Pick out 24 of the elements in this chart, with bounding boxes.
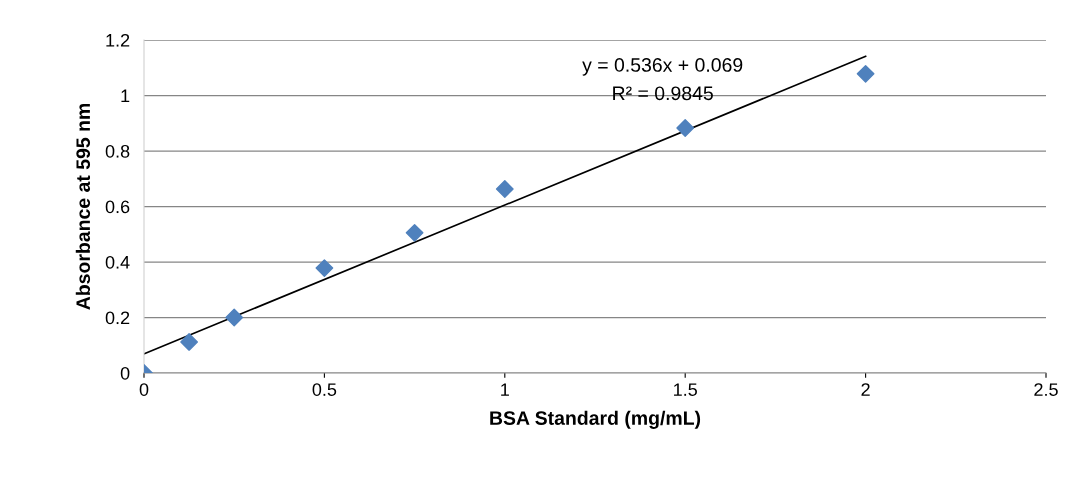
y-tick-label: 0.2 (105, 311, 130, 325)
x-tick-label: 2.5 (1034, 383, 1058, 396)
annotation: R² = 0.9845 (613, 86, 713, 101)
x-tick-label: 0.5 (312, 383, 337, 396)
point (405, 223, 424, 242)
x-axis-title: BSA Standard (mg/mL) (490, 410, 701, 429)
point (676, 119, 695, 137)
y-tick-label: 1 (121, 89, 130, 103)
y-tick-label: 0 (120, 366, 130, 380)
x-tick-label: 2 (861, 383, 870, 396)
x-tick-label: 1 (501, 383, 509, 396)
point (315, 259, 334, 278)
point (225, 308, 244, 327)
annotation: y = 0.536x + 0.069 (582, 58, 743, 76)
y-tick-label: 0.6 (105, 200, 130, 214)
point (495, 180, 514, 198)
point (856, 64, 875, 83)
y-tick-label: 0.4 (105, 255, 130, 269)
x-tick-label: 1.5 (674, 383, 697, 396)
point (180, 333, 199, 351)
y-tick-label: 1.2 (106, 33, 130, 47)
y-tick-label: 0.8 (105, 144, 130, 158)
x-tick-label: 0 (139, 383, 149, 396)
y-axis-title: Absorbance at 595 nm (75, 103, 91, 310)
